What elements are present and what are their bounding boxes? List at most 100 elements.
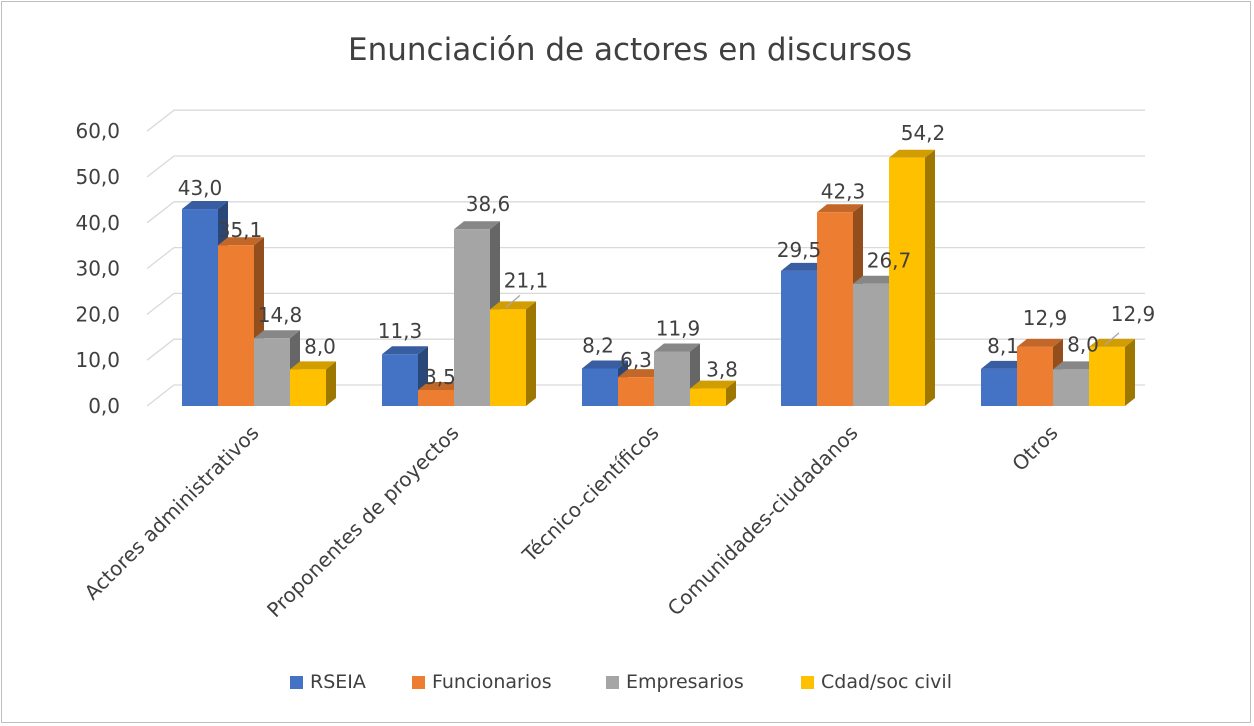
gridlines [146, 109, 1145, 407]
bar-top [254, 330, 300, 339]
data-label: 29,5 [777, 238, 822, 262]
bar-front [981, 368, 1017, 406]
bar-top [781, 262, 827, 271]
bar-front [382, 354, 418, 406]
bar [490, 301, 536, 406]
y-tick-label: 30,0 [75, 257, 120, 281]
bar-front [618, 377, 654, 406]
bar-top [490, 301, 536, 310]
gridline [146, 246, 1145, 270]
data-label: 35,1 [218, 218, 263, 242]
data-label: 8,2 [582, 333, 614, 357]
y-tick-label: 50,0 [75, 165, 120, 189]
data-label: 43,0 [178, 176, 223, 200]
bar-front [490, 309, 526, 406]
data-label: 42,3 [821, 179, 866, 203]
data-label: 3,5 [424, 365, 456, 389]
data-label: 54,2 [901, 121, 946, 145]
bar-front [690, 388, 726, 406]
bar-top [618, 369, 664, 378]
bars [182, 149, 1135, 406]
category-label: Otros [1007, 421, 1062, 476]
data-label: 21,1 [504, 268, 549, 292]
data-labels: 43,035,114,88,011,33,538,621,18,26,311,9… [178, 121, 1156, 389]
bar-top [1089, 338, 1135, 347]
bar-top [690, 380, 736, 389]
bar-side [925, 149, 935, 406]
legend-item[interactable]: Cdad/soc civil [801, 671, 952, 693]
bar-top [889, 149, 935, 158]
gridline [146, 201, 1145, 224]
bar [690, 380, 736, 406]
bar-top [582, 360, 628, 369]
bar-side [1125, 338, 1135, 406]
legend-item[interactable]: RSEIA [290, 671, 366, 693]
bar-front [418, 389, 454, 406]
legend-label: Cdad/soc civil [821, 671, 952, 693]
legend-item[interactable]: Empresarios [606, 671, 744, 693]
y-axis-ticks: 0,0 10,0 20,0 30,0 40,0 50,0 60,0 [75, 119, 120, 418]
data-label: 26,7 [867, 249, 912, 273]
legend[interactable]: RSEIA Funcionarios Empresarios Cdad/soc civ… [290, 671, 952, 693]
bar-top [1053, 361, 1099, 370]
bar [889, 149, 935, 406]
legend-label: Funcionarios [432, 671, 552, 693]
bar-top [182, 201, 228, 210]
bar-top [418, 381, 464, 390]
bar-top [454, 221, 500, 230]
bar-front [1089, 346, 1125, 406]
bar-top [981, 360, 1027, 369]
bar-top [290, 361, 336, 370]
bar-front [1017, 346, 1053, 406]
bar [290, 361, 336, 406]
legend-label: Empresarios [626, 671, 744, 693]
y-tick-label: 0,0 [88, 394, 120, 418]
leader-line [1104, 332, 1120, 346]
bar-side [326, 361, 336, 406]
legend-swatch [606, 676, 619, 689]
legend-item[interactable]: Funcionarios [412, 671, 552, 693]
bar-front [254, 338, 290, 406]
bar-top [1017, 338, 1063, 347]
y-tick-label: 20,0 [75, 302, 120, 326]
bar-front [781, 270, 817, 406]
data-label: 11,9 [656, 316, 701, 340]
data-label: 12,9 [1023, 306, 1068, 330]
bar-front [1053, 369, 1089, 406]
bar-top [853, 275, 899, 284]
bar-side [526, 301, 536, 406]
category-label: Comunidades-ciudadanos [663, 421, 863, 621]
legend-swatch [290, 676, 303, 689]
bar-front [817, 212, 853, 406]
y-tick-label: 60,0 [75, 119, 120, 143]
data-label: 3,8 [706, 358, 738, 382]
category-label: Técnico-científicos [517, 421, 664, 568]
leader-line [505, 294, 521, 308]
bar-side [726, 380, 736, 406]
chart-title: Enunciación de actores en discursos [348, 32, 912, 68]
data-label: 12,9 [1111, 302, 1156, 326]
category-label: Actores administrativos [80, 421, 264, 605]
bar-front [218, 245, 254, 406]
data-label: 8,1 [987, 334, 1019, 358]
bar-front [582, 368, 618, 406]
bar-front [853, 283, 889, 406]
bar-front [454, 229, 490, 406]
bar-top [218, 237, 264, 246]
bar [1089, 338, 1135, 406]
bar-front [182, 209, 218, 406]
data-label: 8,0 [1067, 332, 1099, 356]
legend-label: RSEIA [310, 671, 366, 693]
y-tick-label: 10,0 [75, 348, 120, 372]
bar-front [654, 351, 690, 406]
data-label: 14,8 [258, 303, 303, 327]
bar-top [654, 343, 700, 352]
bar [654, 343, 700, 406]
gridline [146, 155, 1145, 178]
bar [817, 204, 863, 406]
legend-swatch [412, 676, 425, 689]
bar-front [290, 369, 326, 406]
